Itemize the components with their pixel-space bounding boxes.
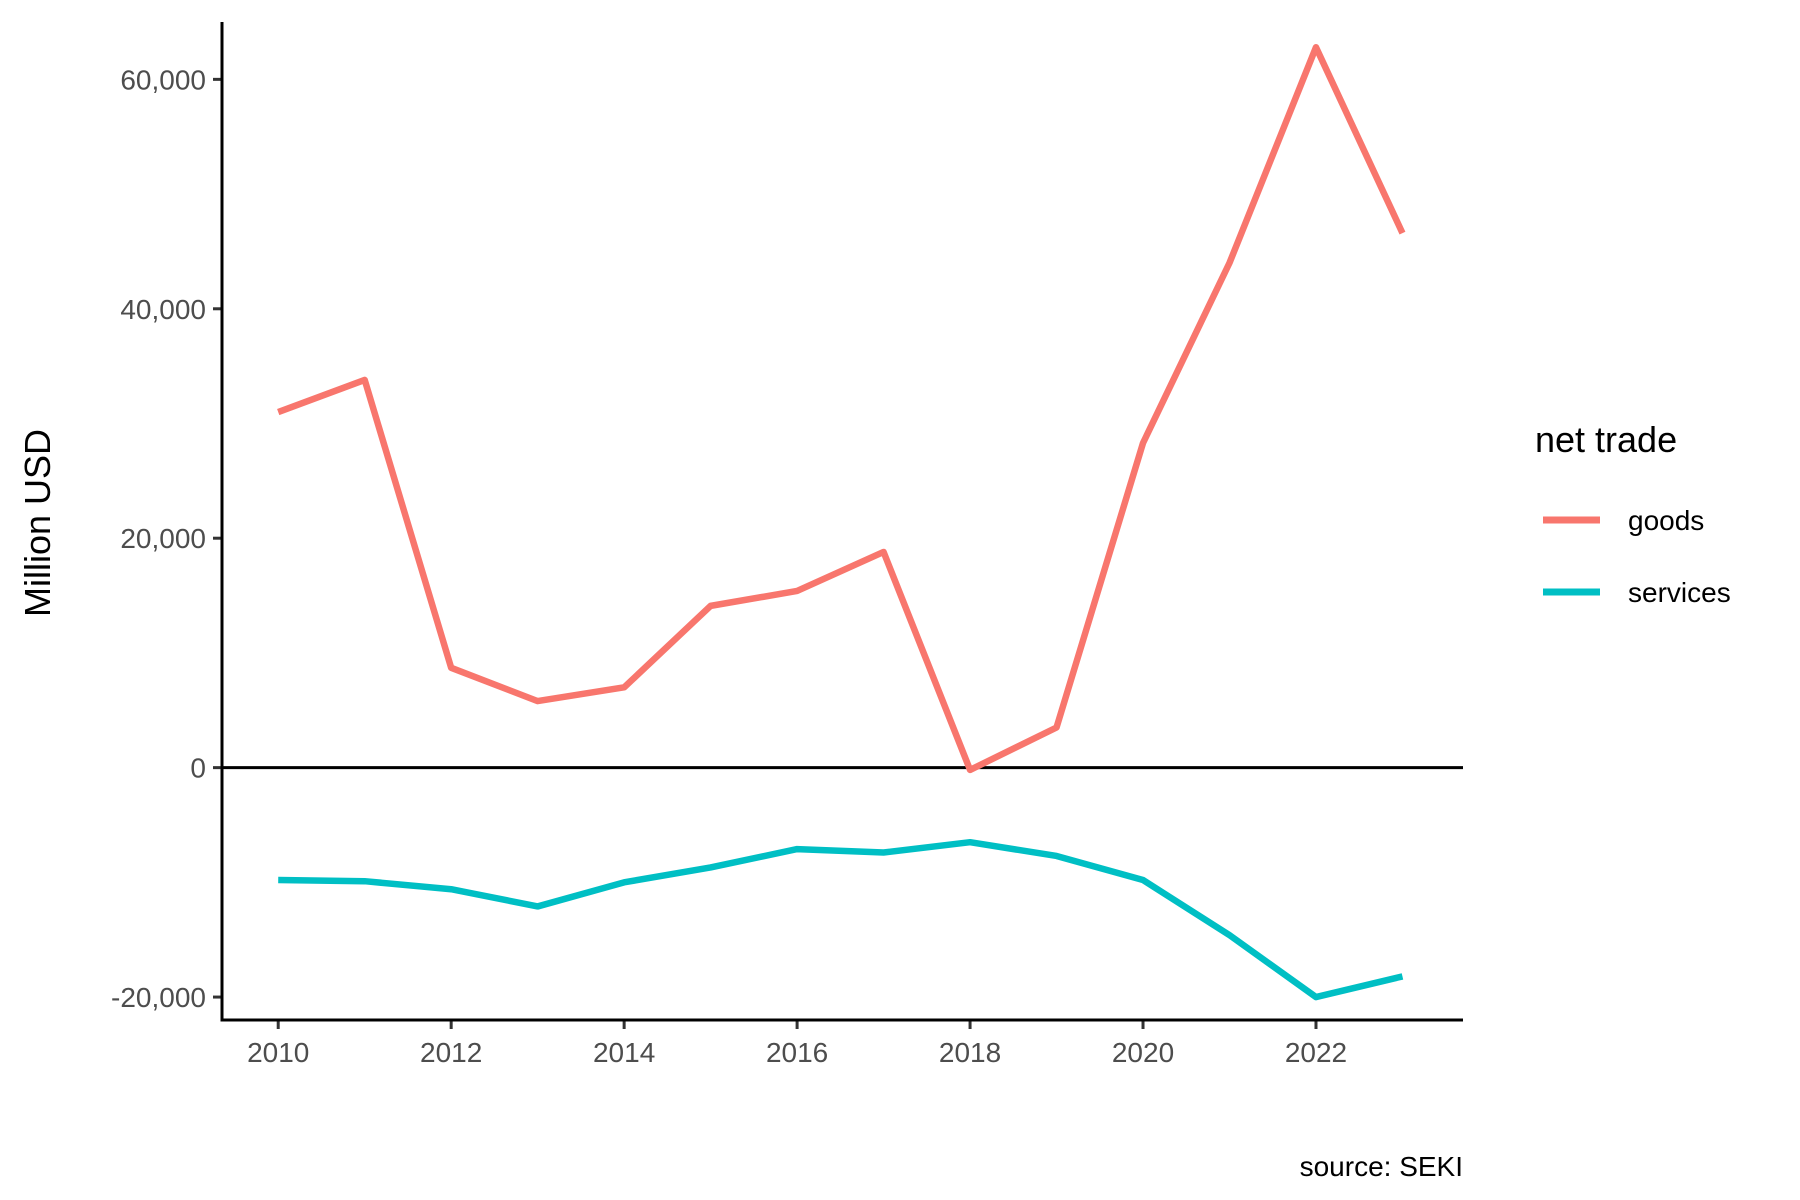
x-tick-label: 2016 xyxy=(766,1037,828,1068)
x-tick-label: 2018 xyxy=(939,1037,1001,1068)
x-tick-label: 2014 xyxy=(593,1037,655,1068)
y-tick-label: 0 xyxy=(190,753,206,784)
series-line-services xyxy=(278,838,1404,1001)
x-tick-label: 2022 xyxy=(1285,1037,1347,1068)
legend-label-services: services xyxy=(1628,577,1731,608)
legend-label-goods: goods xyxy=(1628,505,1704,536)
x-tick-label: 2012 xyxy=(420,1037,482,1068)
y-tick-label: -20,000 xyxy=(111,982,206,1013)
y-tick-label: 60,000 xyxy=(120,64,206,95)
legend-title: net trade xyxy=(1535,419,1677,460)
series-layer xyxy=(277,43,1406,1001)
x-tick-label: 2010 xyxy=(247,1037,309,1068)
y-axis-ticks: -20,000 0 20,000 40,000 60,000 xyxy=(111,64,222,1013)
legend-items: goods services xyxy=(1543,505,1731,608)
source-caption: source: SEKI xyxy=(1300,1151,1463,1182)
y-axis-title: Million USD xyxy=(17,429,58,617)
legend: net trade goods services xyxy=(1535,419,1731,608)
y-tick-label: 40,000 xyxy=(120,294,206,325)
x-tick-label: 2020 xyxy=(1112,1037,1174,1068)
y-tick-label: 20,000 xyxy=(120,523,206,554)
series-line-goods xyxy=(277,43,1406,774)
x-axis-ticks: 2010 2012 2014 2016 2018 2020 2022 xyxy=(247,1020,1347,1068)
